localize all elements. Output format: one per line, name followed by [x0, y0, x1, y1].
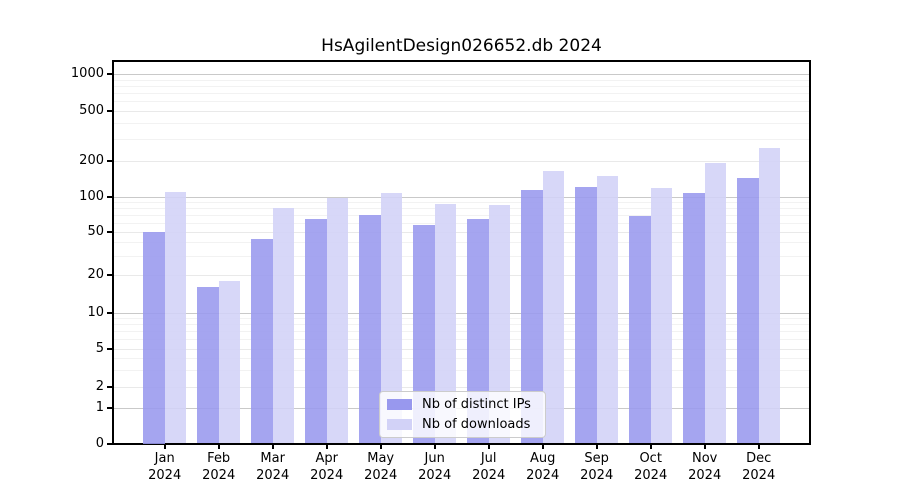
gridline-y-10	[114, 312, 809, 314]
gridline-minor-6	[114, 339, 809, 341]
bar-downloads-sep	[596, 176, 619, 444]
legend-row-distinct-ips: Nb of distinct IPs	[380, 397, 545, 412]
bar-distinct-ips-dec	[737, 177, 759, 444]
bar-downloads-jan	[164, 191, 187, 444]
gridline-minor-300	[114, 138, 809, 140]
y-tick-label-5: 5	[95, 341, 104, 356]
y-tick-label-1: 1	[95, 399, 104, 415]
x-tick-label-may: May 2024	[364, 451, 398, 483]
y-tick-label-1000: 1000	[70, 66, 104, 81]
y-tick-label-50: 50	[87, 224, 104, 239]
bar-downloads-aug	[542, 171, 565, 444]
gridline-minor-60	[114, 222, 809, 224]
legend-label-distinct-ips: Nb of distinct IPs	[422, 396, 531, 412]
gridline-minor-600	[114, 101, 809, 103]
y-tick-label-20: 20	[87, 267, 104, 282]
x-tick-label-apr: Apr 2024	[310, 451, 344, 483]
gridline-minor-3	[114, 369, 809, 371]
y-tick-label-2: 2	[95, 378, 104, 394]
bar-distinct-ips-apr	[305, 218, 327, 444]
gridline-y-500	[114, 111, 809, 112]
bar-downloads-apr	[326, 198, 349, 444]
bar-distinct-ips-sep	[575, 186, 597, 444]
bar-distinct-ips-jun	[413, 225, 435, 444]
gridline-y-20	[114, 275, 809, 276]
gridline-y-2	[114, 386, 809, 388]
gridline-y-5	[114, 349, 809, 350]
x-tick-label-aug: Aug 2024	[526, 451, 560, 483]
gridline-minor-9	[114, 318, 809, 320]
gridline-minor-40	[114, 242, 809, 244]
gridline-y-1000	[114, 74, 809, 75]
legend-swatch-downloads	[387, 419, 412, 431]
bar-downloads-nov	[704, 162, 727, 444]
gridline-minor-7	[114, 331, 809, 333]
legend-label-downloads: Nb of downloads	[422, 417, 531, 433]
bar-distinct-ips-aug	[521, 190, 543, 444]
bar-downloads-may	[380, 193, 403, 444]
bar-distinct-ips-mar	[251, 239, 273, 444]
x-tick-label-jul: Jul 2024	[472, 451, 506, 483]
gridline-minor-30	[114, 255, 809, 257]
x-tick-label-dec: Dec 2024	[742, 451, 776, 483]
gridline-minor-700	[114, 93, 809, 95]
bar-downloads-jun	[434, 204, 457, 444]
chart-title: HsAgilentDesign026652.db 2024	[321, 36, 602, 56]
bar-downloads-oct	[650, 188, 673, 444]
x-tick-label-feb: Feb 2024	[202, 451, 236, 483]
x-tick-label-oct: Oct 2024	[634, 451, 668, 483]
legend-swatch-distinct-ips	[387, 398, 412, 410]
legend: Nb of distinct IPs Nb of downloads	[379, 391, 546, 438]
legend-row-downloads: Nb of downloads	[380, 417, 545, 432]
bar-downloads-mar	[272, 207, 295, 444]
x-tick-label-nov: Nov 2024	[688, 451, 722, 483]
gridline-minor-80	[114, 207, 809, 209]
bar-distinct-ips-feb	[197, 287, 219, 444]
gridline-minor-4	[114, 358, 809, 360]
gridline-minor-70	[114, 214, 809, 216]
bar-downloads-dec	[758, 147, 781, 444]
bar-downloads-jul	[488, 205, 511, 444]
gridline-minor-8	[114, 324, 809, 326]
gridline-minor-900	[114, 79, 809, 81]
bar-distinct-ips-jul	[467, 219, 489, 444]
y-tick-label-100: 100	[79, 188, 104, 204]
x-tick-label-jun: Jun 2024	[418, 451, 452, 483]
x-tick-label-mar: Mar 2024	[256, 451, 290, 483]
gridline-minor-800	[114, 85, 809, 87]
x-tick-label-sep: Sep 2024	[580, 451, 614, 483]
bar-distinct-ips-may	[359, 214, 381, 444]
bar-distinct-ips-nov	[683, 192, 705, 444]
gridline-minor-90	[114, 201, 809, 203]
bar-downloads-feb	[218, 280, 241, 444]
plot-area	[112, 60, 811, 445]
y-tick-label-0: 0	[95, 436, 104, 451]
bar-distinct-ips-oct	[629, 216, 651, 444]
y-tick-label-10: 10	[87, 304, 104, 320]
bar-distinct-ips-jan	[143, 232, 165, 444]
y-tick-label-500: 500	[79, 103, 104, 118]
x-tick-label-jan: Jan 2024	[148, 451, 182, 483]
gridline-y-200	[114, 160, 809, 162]
gridline-y-100	[114, 196, 809, 198]
gridline-minor-400	[114, 123, 809, 125]
gridline-y-50	[114, 232, 809, 233]
y-tick-label-200: 200	[79, 152, 104, 168]
